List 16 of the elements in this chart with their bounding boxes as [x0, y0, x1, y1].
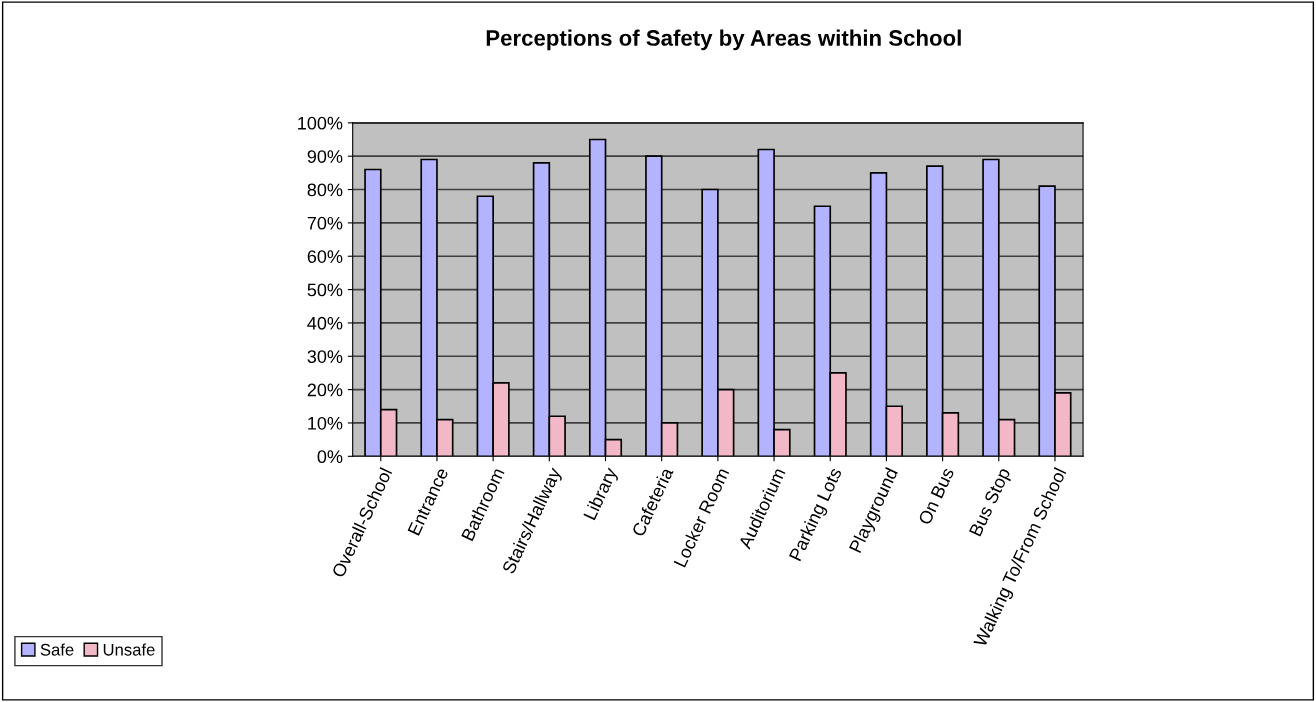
y-tick-label: 60%: [307, 250, 343, 263]
y-tick-label: 70%: [307, 216, 343, 230]
x-tick-label: On Bus: [917, 466, 955, 526]
y-tick-label: 50%: [307, 283, 343, 297]
x-tick-label: Bus Stop: [968, 466, 1014, 539]
y-tick-label: 80%: [307, 183, 343, 197]
y-tick-label: 10%: [308, 416, 343, 430]
legend-label: Unsafe: [103, 643, 155, 656]
y-tick-label: 90%: [307, 150, 343, 163]
y-tick-label: 100%: [298, 116, 343, 130]
chart-title: Perceptions of Safety by Areas within School: [486, 29, 961, 51]
y-tick-label: 20%: [307, 383, 343, 397]
y-tick-label: 30%: [307, 350, 343, 363]
y-tick-label: 0%: [317, 450, 343, 464]
y-tick-label: 40%: [307, 316, 343, 330]
legend-label: Safe: [40, 643, 74, 656]
